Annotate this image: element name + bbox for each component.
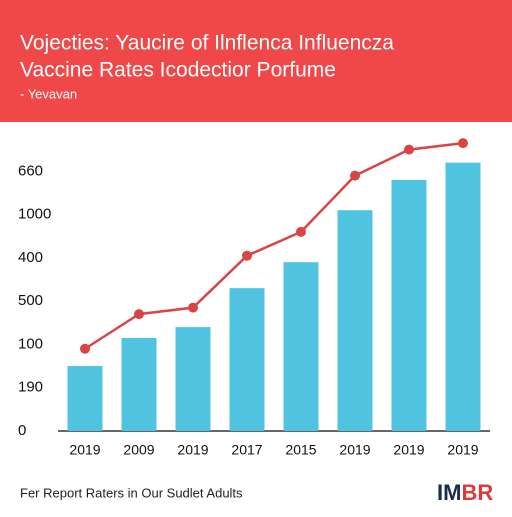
line-point — [404, 144, 414, 155]
y-tick-label: 1000 — [18, 206, 51, 223]
logo-part: BR — [461, 480, 493, 505]
x-tick-label: 2019 — [177, 442, 208, 458]
y-tick-label: 0 — [18, 422, 26, 439]
x-tick-label: 2017 — [231, 442, 262, 458]
line-point — [350, 170, 360, 181]
bar — [337, 210, 373, 431]
line-point — [80, 343, 90, 354]
bar — [175, 327, 211, 431]
x-tick-label: 2019 — [447, 442, 478, 458]
x-tick-label: 2015 — [285, 442, 316, 458]
chart-title: Vojecties: Yaucire of Ilnflenca Influenc… — [20, 32, 394, 55]
logo: IMBR — [437, 480, 493, 505]
logo-part: IM — [437, 480, 461, 505]
x-tick-label: 2019 — [393, 442, 424, 458]
y-tick-label: 190 — [18, 379, 43, 396]
line-point — [134, 309, 144, 320]
line-point — [188, 302, 198, 313]
bar — [283, 262, 319, 431]
y-tick-label: 660 — [18, 162, 43, 179]
y-tick-label: 100 — [18, 335, 43, 352]
y-tick-label: 400 — [18, 249, 43, 266]
y-tick-label: 500 — [18, 292, 43, 309]
x-tick-label: 2019 — [69, 442, 100, 458]
bar — [121, 337, 157, 431]
bar — [229, 288, 265, 431]
line-point — [458, 138, 468, 149]
bar — [67, 366, 103, 431]
line-point — [242, 250, 252, 261]
chart-note: - Yevavan — [20, 86, 77, 101]
line-point — [296, 226, 306, 237]
bar — [391, 179, 427, 431]
line — [84, 141, 464, 350]
footer: Fer Report Raters in Our Sudlet Adults — [20, 485, 243, 500]
x-tick-label: 2019 — [339, 442, 370, 458]
header-band — [0, 0, 512, 122]
bar — [445, 162, 481, 431]
x-tick-label: 2009 — [123, 442, 154, 458]
chart-subtitle: Vaccine Rates Icodectior Porfume — [20, 59, 336, 82]
